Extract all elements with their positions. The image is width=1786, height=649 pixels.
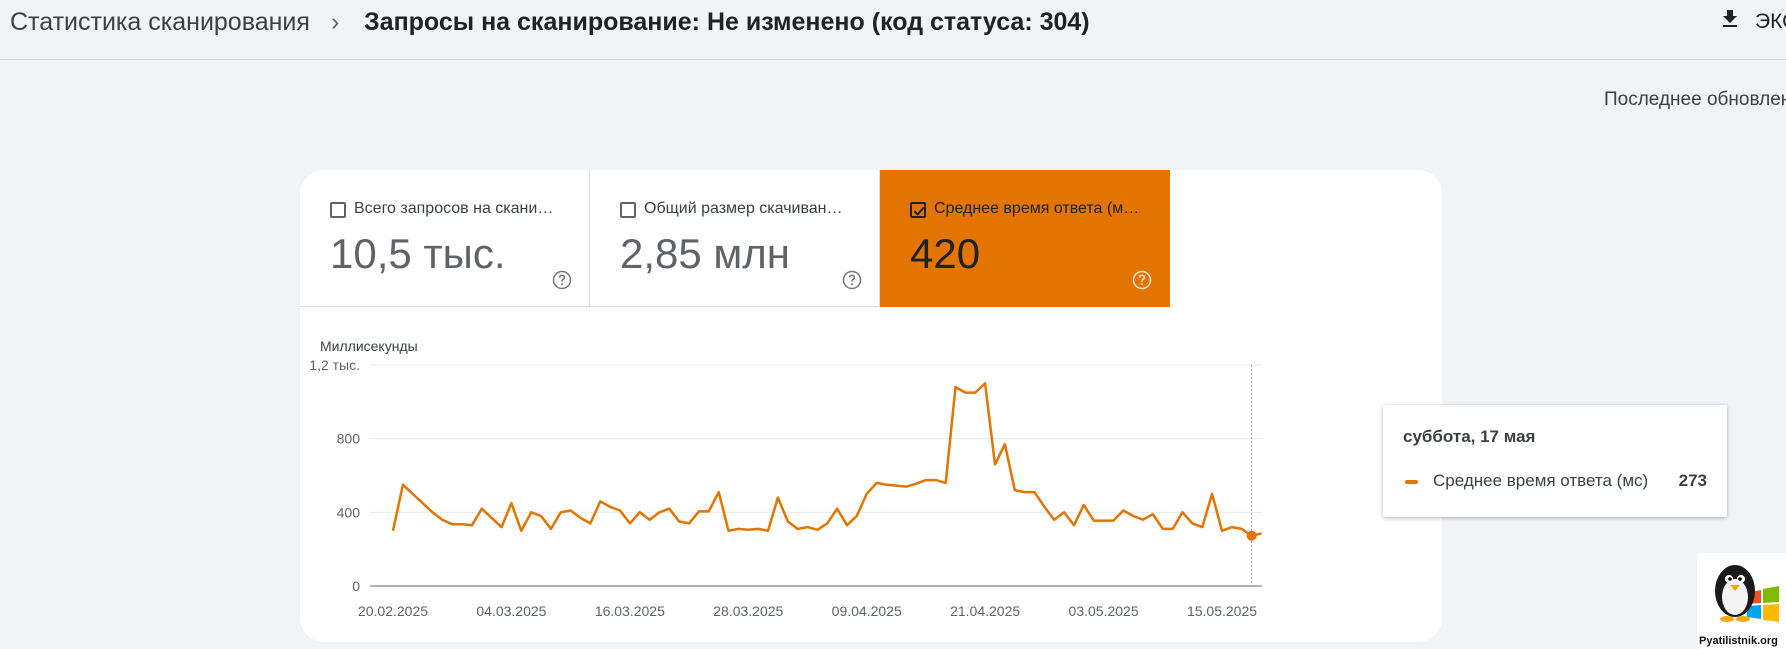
checkmark-icon xyxy=(913,206,925,216)
x-tick-label: 20.02.2025 xyxy=(358,603,428,619)
report-card: Всего запросов на скани… 10,5 тыс. Общий… xyxy=(300,170,1442,642)
chart-tooltip: суббота, 17 мая Среднее время ответа (мс… xyxy=(1383,405,1727,517)
export-label: ЭКС xyxy=(1755,10,1786,33)
tooltip-series-swatch xyxy=(1405,480,1418,484)
chevron-right-icon: › xyxy=(331,8,340,36)
y-axis-ticks: 0 400 800 1,2 тыс. xyxy=(309,357,360,594)
export-button[interactable]: ЭКС xyxy=(1712,4,1786,38)
y-tick-label: 400 xyxy=(337,504,361,520)
checkbox-avg-response-time[interactable] xyxy=(910,202,926,218)
metric-label: Общий размер скачиван… xyxy=(644,200,843,217)
hover-point xyxy=(1246,530,1257,541)
metric-value: 420 xyxy=(910,230,981,277)
checkbox-download-size[interactable] xyxy=(620,202,636,218)
page-title: Запросы на сканирование: Не изменено (ко… xyxy=(364,8,1090,36)
page-header: Статистика сканирования › Запросы на ска… xyxy=(0,0,1786,60)
tooltip-value: 273 xyxy=(1678,471,1707,490)
x-axis-ticks: 20.02.2025 04.03.2025 16.03.2025 28.03.2025… xyxy=(358,603,1257,619)
x-tick-label: 16.03.2025 xyxy=(595,603,665,619)
response-time-chart[interactable]: Миллисекунды 0 400 800 1,2 тыс. 20.02.2025 0… xyxy=(300,307,1442,642)
x-tick-label: 04.03.2025 xyxy=(476,603,546,619)
help-icon[interactable] xyxy=(842,270,862,290)
penguin-logo-icon xyxy=(1715,565,1779,622)
metric-download-size[interactable]: Общий размер скачиван… 2,85 млн xyxy=(590,170,880,307)
chart-grid xyxy=(370,364,1262,587)
watermark-logo: Pyatilistnik.org xyxy=(1697,553,1786,649)
logo-text: Pyatilistnik.org xyxy=(1699,635,1778,647)
x-tick-label: 21.04.2025 xyxy=(950,603,1020,619)
help-icon[interactable] xyxy=(552,270,572,290)
x-tick-label: 15.05.2025 xyxy=(1187,603,1257,619)
x-tick-label: 03.05.2025 xyxy=(1069,603,1139,619)
y-tick-label: 800 xyxy=(337,431,361,447)
metric-value: 2,85 млн xyxy=(620,230,790,277)
y-tick-label: 1,2 тыс. xyxy=(309,357,360,373)
tooltip-series-label: Среднее время ответа (мс) xyxy=(1433,471,1649,490)
metric-avg-response-time[interactable]: Среднее время ответа (м… 420 xyxy=(880,170,1170,307)
metric-label: Среднее время ответа (м… xyxy=(934,200,1140,217)
last-update-text: Последнее обновлен xyxy=(1604,89,1786,110)
breadcrumb-root[interactable]: Статистика сканирования xyxy=(10,8,310,36)
y-tick-label: 0 xyxy=(352,578,360,594)
x-tick-label: 09.04.2025 xyxy=(832,603,902,619)
checkbox-total-requests[interactable] xyxy=(330,202,346,218)
help-icon[interactable] xyxy=(1132,270,1152,290)
x-tick-label: 28.03.2025 xyxy=(713,603,783,619)
metric-label: Всего запросов на скани… xyxy=(354,200,554,217)
series-line-avg-response-time xyxy=(391,382,1262,537)
y-axis-label: Миллисекунды xyxy=(320,338,418,354)
tooltip-date: суббота, 17 мая xyxy=(1403,427,1536,446)
metric-total-requests[interactable]: Всего запросов на скани… 10,5 тыс. xyxy=(300,170,590,307)
download-icon xyxy=(1723,10,1737,27)
metric-value: 10,5 тыс. xyxy=(330,230,506,277)
